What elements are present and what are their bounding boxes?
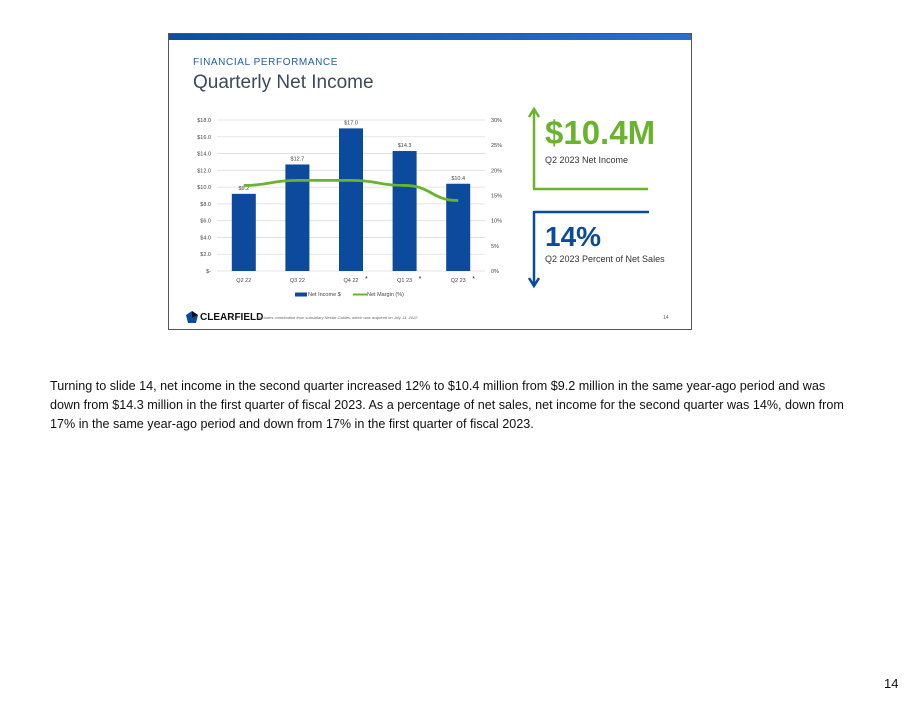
y-right-tick-label: 10%: [491, 219, 502, 225]
x-tick-label: Q2 23: [451, 278, 466, 284]
footnote: *Includes contribution from subsidiary N…: [257, 315, 418, 320]
y-left-tick-label: $12.0: [197, 168, 211, 174]
y-right-tick-label: 15%: [491, 194, 502, 200]
y-right-tick-label: 5%: [491, 244, 499, 250]
down-arrow-icon: [527, 210, 649, 289]
logo-mark-icon: [186, 311, 198, 323]
y-left-tick-label: $14.0: [197, 152, 211, 158]
bar: [339, 128, 363, 271]
bar: [285, 164, 310, 271]
bar-value-label: $14.3: [398, 143, 412, 149]
x-tick-label: Q4 22: [344, 278, 359, 284]
y-left-tick-label: $4.0: [200, 235, 211, 241]
y-left-tick-label: $2.0: [200, 252, 211, 258]
logo-text: CLEARFIELD: [200, 311, 264, 323]
bar: [231, 193, 256, 271]
y-left-tick-label: $-: [206, 269, 211, 275]
y-right-tick-label: 30%: [491, 118, 502, 124]
transcript-text: Turning to slide 14, net income in the s…: [50, 379, 844, 431]
y-right-tick-label: 0%: [491, 269, 499, 275]
bar-value-label: $12.7: [291, 156, 305, 162]
net-income-chart: $- $2.0 $4.0 $6.0 $8.0 $10.0 $12.0 $14.0 $16.0 $1…: [197, 118, 502, 298]
bar-value-label: $9.2: [238, 186, 249, 192]
up-arrow-icon: [527, 106, 648, 191]
slide-number: 14: [663, 315, 669, 321]
y-left-tick-label: $8.0: [200, 202, 211, 208]
x-tick-label: Q1 23: [397, 278, 412, 284]
net-margin-highlight: 14%: [545, 221, 602, 252]
x-tick-label: Q2 22: [236, 278, 251, 284]
y-left-tick-label: $18.0: [197, 118, 211, 124]
slide-kicker: FINANCIAL PERFORMANCE: [193, 57, 339, 68]
y-right-tick-label: 20%: [491, 168, 502, 174]
slide-title: Quarterly Net Income: [193, 72, 374, 93]
page-number: 14: [884, 676, 899, 691]
net-income-highlight: $10.4M: [545, 114, 656, 151]
legend-label-net-margin: Net Margin (%): [367, 292, 404, 298]
bar-value-label: $10.4: [451, 176, 465, 182]
bar: [446, 183, 471, 271]
footnote-marker: *: [419, 276, 422, 283]
bar-value-label: $17.0: [344, 120, 358, 126]
net-margin-highlight-label: Q2 2023 Percent of Net Sales: [545, 254, 665, 264]
legend-label-net-income: Net Income $: [308, 292, 341, 298]
y-left-tick-label: $10.0: [197, 185, 211, 191]
y-left-tick-label: $6.0: [200, 219, 211, 225]
footnote-marker: *: [365, 276, 368, 283]
net-income-highlight-label: Q2 2023 Net Income: [545, 155, 629, 165]
slide: FINANCIAL PERFORMANCE Quarterly Net Inco…: [168, 33, 692, 330]
x-tick-label: Q3 22: [290, 278, 305, 284]
legend-swatch-net-income: [295, 292, 307, 297]
slide-top-bar: [169, 34, 691, 40]
legend-swatch-net-margin: [353, 293, 367, 296]
clearfield-logo: CLEARFIELD: [185, 310, 263, 324]
bar: [392, 151, 417, 271]
highlight-arrows: [527, 106, 649, 289]
y-right-tick-label: 25%: [491, 143, 502, 149]
footnote-marker: *: [472, 276, 475, 283]
y-left-tick-label: $16.0: [197, 135, 211, 141]
